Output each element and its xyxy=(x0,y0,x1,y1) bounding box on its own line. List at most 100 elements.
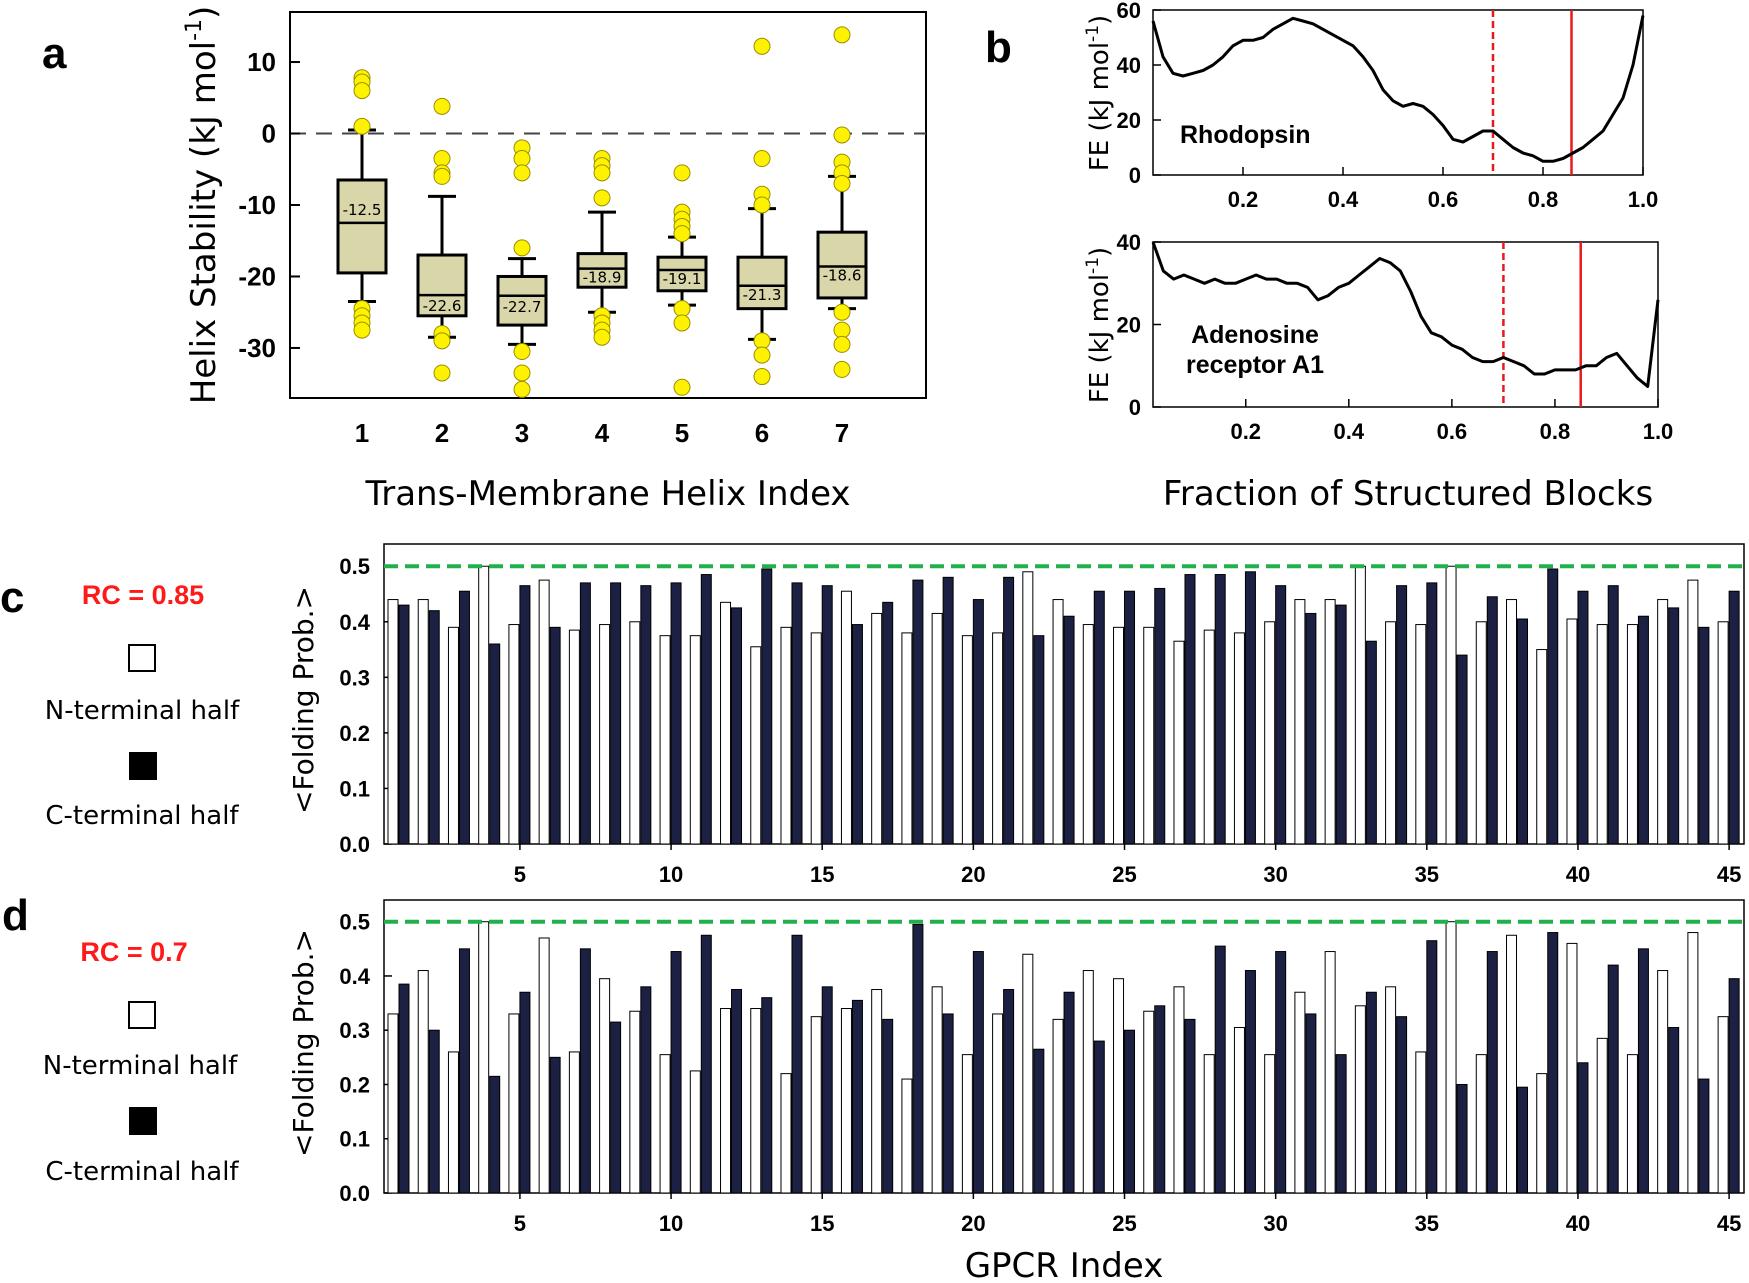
panel-a-median-label: -21.3 xyxy=(743,286,782,304)
bar-c-terminal xyxy=(972,951,984,1194)
panel-d-y-axis-title: <Folding Prob.> xyxy=(287,929,320,1157)
panel-a-outlier-point xyxy=(673,164,691,182)
bar-n-terminal xyxy=(659,635,671,845)
panel-y-tick-label: 0.4 xyxy=(339,610,370,635)
panel-a-x-tick-label: 7 xyxy=(835,418,849,448)
bar-c-terminal xyxy=(640,986,652,1194)
panel-a-box xyxy=(416,253,468,318)
bar-n-terminal xyxy=(780,1073,792,1194)
bar-c-terminal xyxy=(549,626,561,845)
panel-b1-y-axis-title-main: FE (kJ mol xyxy=(1085,42,1115,171)
bar-n-terminal xyxy=(750,1008,762,1194)
panel-a-outlier-point xyxy=(833,335,851,353)
bar-c-terminal xyxy=(882,601,894,845)
bar-c-terminal xyxy=(640,585,652,845)
bar-n-terminal xyxy=(1143,626,1155,845)
panel-y-tick-label: 0.1 xyxy=(339,776,370,801)
panel-a-x-tick-label: 2 xyxy=(435,418,449,448)
bar-n-terminal xyxy=(417,970,429,1194)
bar-c-terminal xyxy=(882,1018,894,1194)
panel-a-y-axis-title-main: Helix Stability (kJ mol xyxy=(184,41,224,404)
panel-d-legend-c-swatch xyxy=(129,1107,157,1135)
panel-x-tick-label: 25 xyxy=(1112,862,1136,887)
bar-c-terminal xyxy=(579,948,591,1194)
panel-label-c: c xyxy=(0,573,24,622)
bar-c-terminal xyxy=(489,1075,501,1194)
bar-n-terminal xyxy=(629,1010,641,1194)
bar-c-terminal xyxy=(1154,1005,1166,1194)
bar-c-terminal xyxy=(1214,574,1226,845)
bar-n-terminal xyxy=(1143,1010,1155,1194)
panel-a-outlier-point xyxy=(673,378,691,396)
bar-c-terminal xyxy=(1093,590,1105,845)
panel-a-box xyxy=(576,252,628,289)
bar-c-terminal xyxy=(1728,590,1740,845)
panel-b-x-tick-label: 1.0 xyxy=(1643,419,1674,444)
bar-c-terminal xyxy=(1517,1086,1529,1194)
panel-a-x-tick-label: 3 xyxy=(515,418,529,448)
panel-d-legend-n-swatch xyxy=(128,1001,156,1029)
bar-c-terminal xyxy=(1607,585,1619,845)
bar-c-terminal xyxy=(1637,948,1649,1194)
panel-b-x-tick-label: 0.4 xyxy=(1334,419,1365,444)
panel-c-rc-label: RC = 0.85 xyxy=(82,580,204,610)
bar-n-terminal xyxy=(1113,978,1125,1194)
panel-x-tick-label: 40 xyxy=(1566,862,1590,887)
panel-c-legend-c-label: C-terminal half xyxy=(45,801,239,831)
bar-c-terminal xyxy=(1033,635,1045,845)
panel-a-outlier-point xyxy=(753,37,771,55)
bar-n-terminal xyxy=(1506,599,1518,845)
bar-n-terminal xyxy=(1385,986,1397,1194)
panel-a-box-plot: 10 0 -10 -20 -30 -12.5 1 -22.6 2 -22.7 3 -18.9 4 -19… xyxy=(182,6,927,514)
bar-c-terminal xyxy=(1426,582,1438,845)
panel-x-tick-label: 10 xyxy=(659,1211,683,1236)
bar-c-terminal xyxy=(1698,1078,1710,1194)
panel-x-tick-label: 30 xyxy=(1263,1211,1287,1236)
bar-n-terminal xyxy=(659,1054,671,1194)
bar-n-terminal xyxy=(508,624,520,845)
bar-c-terminal xyxy=(1184,1018,1196,1194)
bar-n-terminal xyxy=(1536,1073,1548,1194)
bar-c-terminal xyxy=(1063,991,1075,1194)
bar-n-terminal xyxy=(1687,579,1699,845)
bar-c-terminal xyxy=(670,951,682,1194)
panel-a-outlier-point xyxy=(753,332,771,350)
bar-c-terminal xyxy=(458,948,470,1194)
panel-a-outlier-point xyxy=(833,360,851,378)
panel-a-y-tick-label: -10 xyxy=(238,190,276,220)
panel-b-x-tick-label: 0.8 xyxy=(1540,419,1571,444)
panel-a-outlier-point xyxy=(753,150,771,168)
panel-y-tick-label: 0.3 xyxy=(339,665,370,690)
panel-b2-y-axis-title: FE (kJ mol-1) xyxy=(1083,247,1115,403)
bar-n-terminal xyxy=(1415,624,1427,845)
bar-c-terminal xyxy=(1124,590,1136,845)
panel-x-tick-label: 35 xyxy=(1415,1211,1439,1236)
bar-n-terminal xyxy=(689,635,701,845)
bar-n-terminal xyxy=(810,1016,822,1194)
panel-a-outlier-point xyxy=(833,26,851,44)
panel-a-outlier-point xyxy=(593,328,611,346)
bar-c-terminal xyxy=(1184,574,1196,845)
bar-n-terminal xyxy=(568,629,580,845)
bar-c-terminal xyxy=(791,582,803,845)
panel-d-x-axis-title: GPCR Index xyxy=(965,1246,1164,1283)
bar-n-terminal xyxy=(1082,624,1094,845)
bar-c-terminal xyxy=(700,934,712,1194)
bar-n-terminal xyxy=(1113,626,1125,845)
panel-a-outlier-point xyxy=(513,150,531,168)
bar-n-terminal xyxy=(447,1051,459,1194)
bar-c-terminal xyxy=(1456,654,1468,845)
panel-a-box xyxy=(656,255,708,293)
panel-a-box xyxy=(736,255,788,311)
panel-b-x-tick-label: 0.2 xyxy=(1230,419,1261,444)
bar-n-terminal xyxy=(992,1013,1004,1194)
panel-a-y-axis-title-close: ) xyxy=(184,6,224,19)
bar-c-terminal xyxy=(1244,970,1256,1194)
panel-d-legend-c-label: C-terminal half xyxy=(45,1157,239,1187)
bar-c-terminal xyxy=(1668,607,1680,845)
bar-n-terminal xyxy=(478,565,490,845)
bar-c-terminal xyxy=(1456,1083,1468,1194)
bar-c-terminal xyxy=(1305,1013,1317,1194)
bar-c-terminal xyxy=(1637,615,1649,845)
bar-n-terminal xyxy=(1233,1027,1245,1194)
